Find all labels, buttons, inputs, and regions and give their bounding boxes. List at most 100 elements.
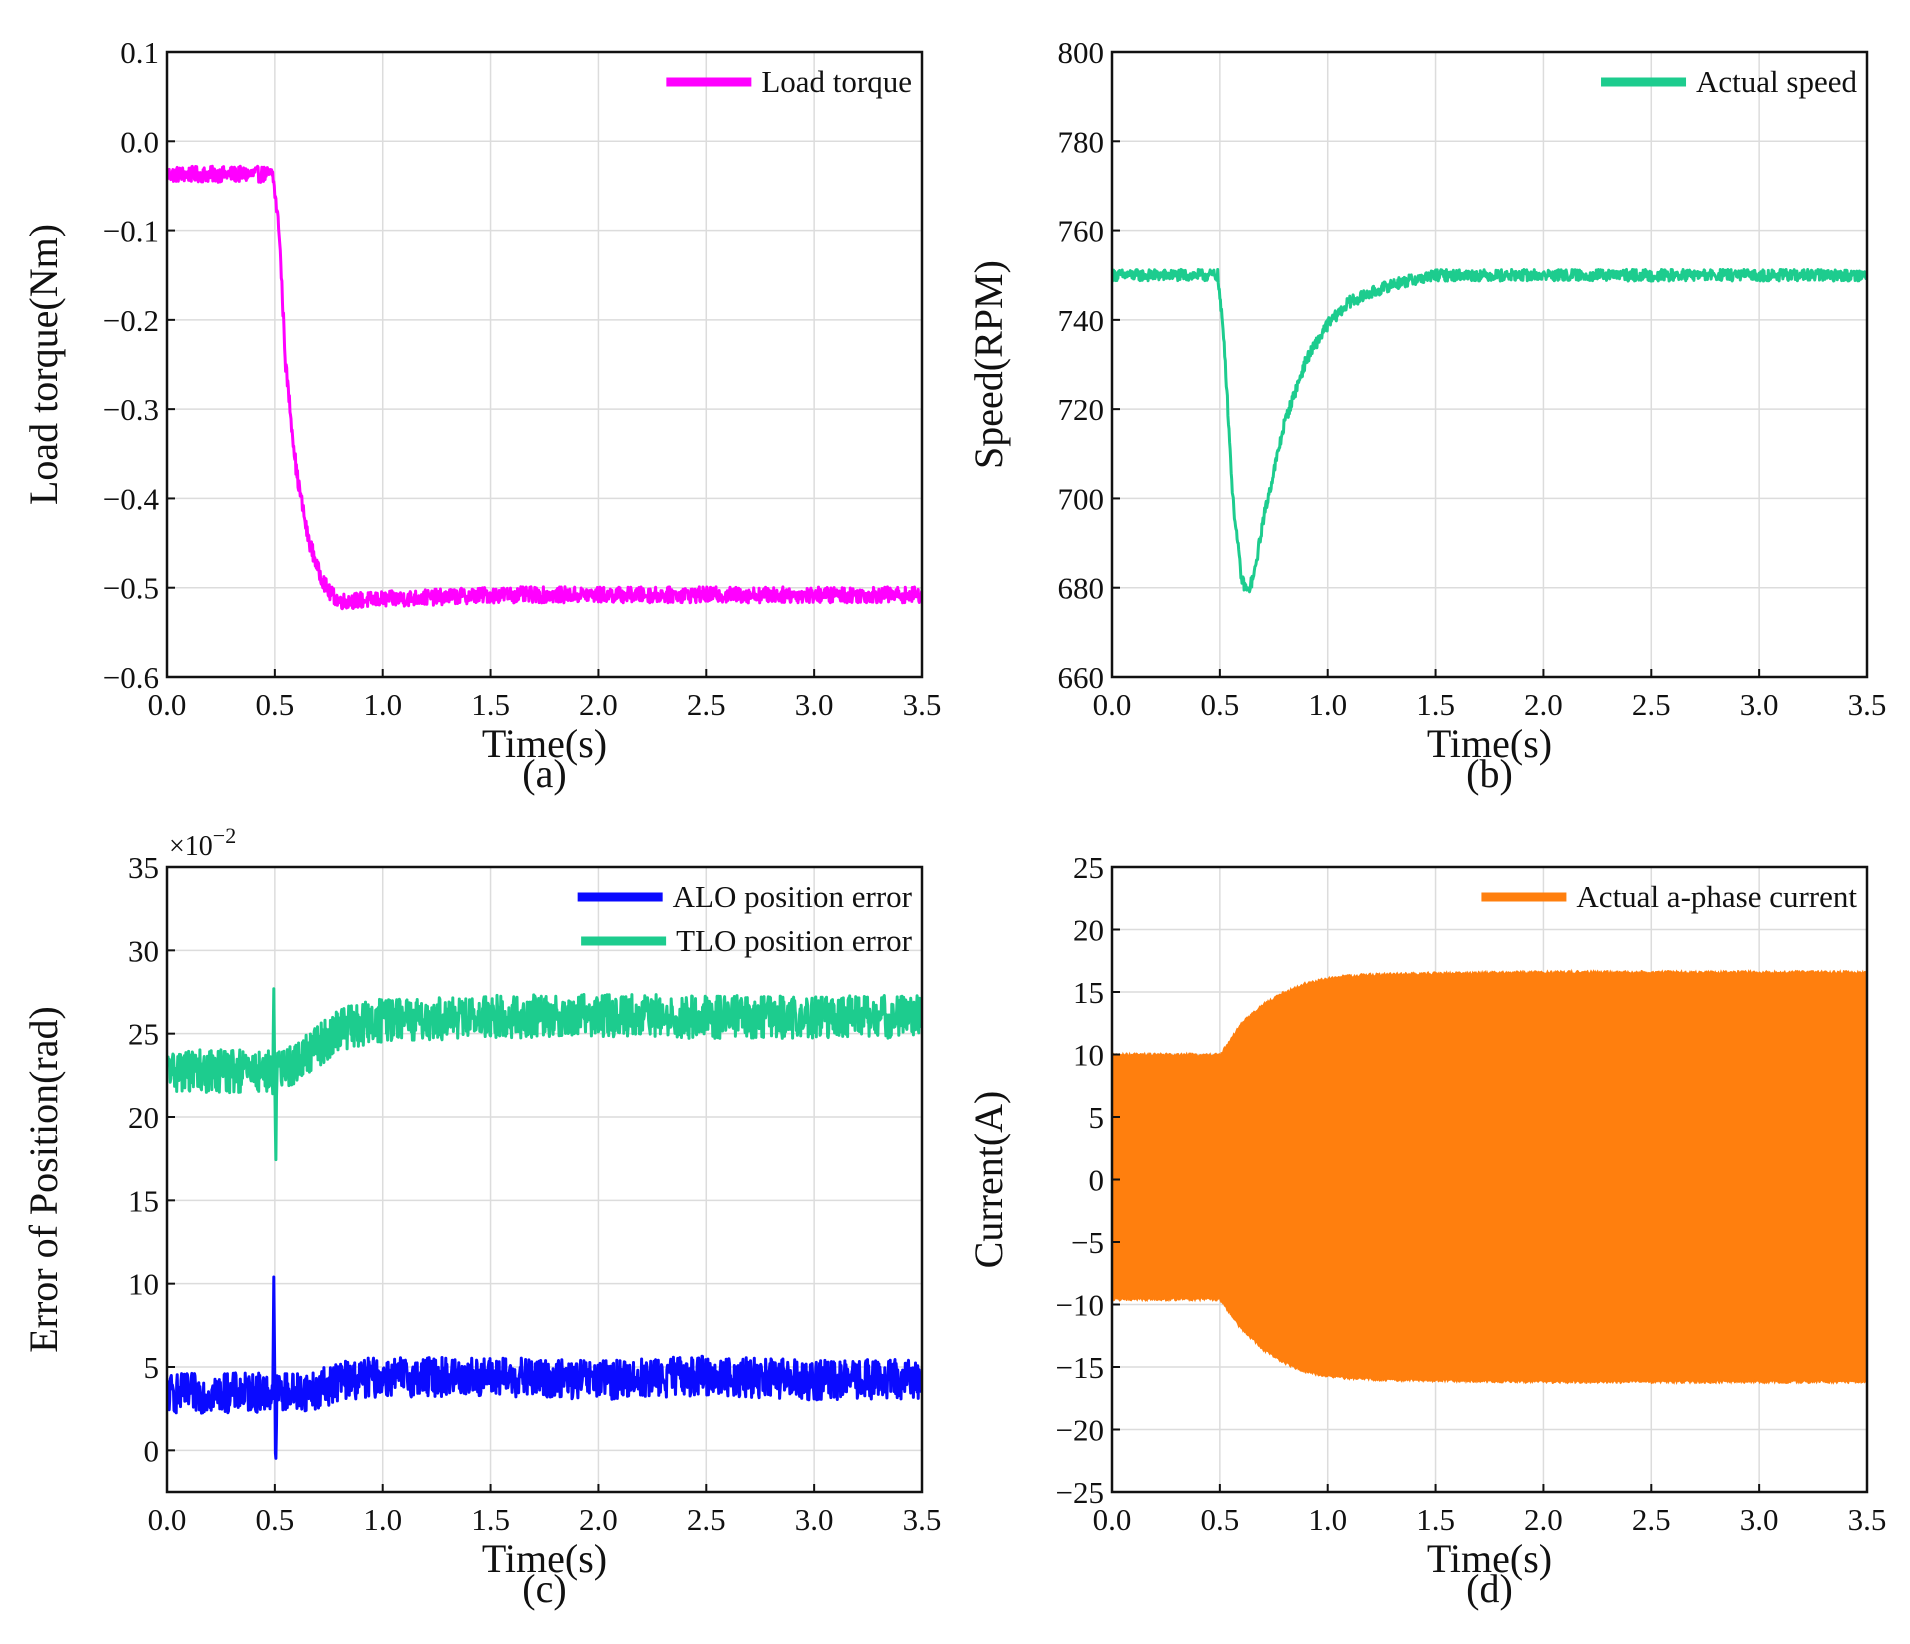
x-tick-label: 3.0 (795, 1502, 834, 1537)
y-tick-label: 10 (128, 1267, 159, 1302)
legend-label-0: Actual a-phase current (1576, 879, 1857, 914)
plot-area (167, 987, 922, 1460)
x-tick-label: 2.5 (1632, 1502, 1671, 1537)
x-tick-label: 1.0 (1308, 1502, 1347, 1537)
y-tick-label: 15 (128, 1183, 159, 1218)
plot-area (1112, 267, 1867, 594)
x-tick-label: 3.0 (1740, 1502, 1779, 1537)
y-tick-label: 0 (1089, 1163, 1105, 1198)
chart-panel-a: 0.0 0.5 1.0 1.5 2.0 2.5 3.0 3.5 −0.6 −0.5 −0.4 −0.3… (21, 35, 941, 796)
y-tick-label: −5 (1071, 1225, 1104, 1260)
y-tick-label: 10 (1073, 1038, 1104, 1073)
y-tick-label: 800 (1058, 35, 1105, 70)
plot-frame (1110, 50, 1869, 679)
x-axis-label: Time(s) (482, 1536, 607, 1581)
y-axis-label: Speed(RPM) (966, 260, 1011, 469)
y-tick-label: −25 (1056, 1475, 1104, 1510)
x-tick-label: 1.0 (363, 687, 402, 722)
x-tick-label: 1.0 (363, 1502, 402, 1537)
legend-label-0: Load torque (761, 64, 912, 99)
y-tick-label: 740 (1058, 303, 1105, 338)
chart-panel-d: 0.0 0.5 1.0 1.5 2.0 2.5 3.0 3.5 −25 −20 −15 −10 −5 0 5… (966, 850, 1886, 1611)
x-tick-label: 0.5 (1200, 1502, 1239, 1537)
chart-panel-b: 0.0 0.5 1.0 1.5 2.0 2.5 3.0 3.5 660 680 700 720 740 7… (966, 35, 1886, 796)
y-tick-label: −0.4 (103, 481, 160, 516)
x-axis-label: Time(s) (1427, 1536, 1552, 1581)
panel-caption: (b) (1466, 751, 1513, 796)
panel-caption: (a) (522, 751, 566, 796)
x-axis-label: Time(s) (482, 721, 607, 766)
y-axis-label: Current(A) (966, 1091, 1011, 1269)
y-tick-label: 5 (144, 1350, 160, 1385)
x-tick-label: 3.5 (903, 1502, 942, 1537)
legend-label-0: ALO position error (673, 879, 913, 914)
x-tick-label: 1.5 (1416, 687, 1455, 722)
y-tick-label: 720 (1058, 392, 1105, 427)
y-tick-label: 5 (1089, 1100, 1105, 1135)
y-tick-label: 780 (1058, 124, 1105, 159)
y-tick-label: 25 (128, 1017, 159, 1052)
y-tick-label: −0.6 (103, 660, 159, 695)
x-tick-label: 0.0 (148, 687, 187, 722)
y-tick-label: −0.2 (103, 303, 159, 338)
y-tick-label: −20 (1056, 1413, 1104, 1448)
legend-label-1: TLO position error (676, 923, 913, 958)
x-tick-label: 0.5 (255, 687, 294, 722)
plot-area (1112, 968, 1867, 1385)
x-tick-label: 2.0 (579, 1502, 618, 1537)
x-tick-label: 1.5 (471, 687, 510, 722)
y-axis-label: Error of Position(rad) (21, 1006, 66, 1353)
y-tick-label: 20 (1073, 913, 1104, 948)
x-tick-label: 2.5 (687, 1502, 726, 1537)
y-tick-label: 660 (1058, 660, 1105, 695)
legend: Actual speed (1601, 64, 1857, 99)
x-tick-label: 2.0 (1524, 1502, 1563, 1537)
x-tick-label: 0.5 (255, 1502, 294, 1537)
y-tick-label: 0 (144, 1433, 160, 1468)
y-tick-label: 0.0 (120, 124, 159, 159)
x-axis-label: Time(s) (1427, 721, 1552, 766)
x-tick-label: 0.0 (148, 1502, 187, 1537)
y-tick-label: 680 (1058, 571, 1105, 606)
y-tick-label: 0.1 (120, 35, 159, 70)
x-tick-label: 3.0 (1740, 687, 1779, 722)
series-line-0 (167, 164, 922, 611)
legend-label-0: Actual speed (1696, 64, 1857, 99)
x-tick-label: 2.5 (1632, 687, 1671, 722)
x-tick-label: 3.5 (1848, 687, 1887, 722)
x-tick-label: 3.0 (795, 687, 834, 722)
y-tick-label: 15 (1073, 975, 1104, 1010)
x-tick-label: 1.5 (471, 1502, 510, 1537)
plot-area (167, 164, 922, 611)
y-tick-label: 35 (128, 850, 159, 885)
y-tick-label: 25 (1073, 850, 1104, 885)
plot-frame (165, 865, 924, 1494)
y-tick-label: 30 (128, 933, 159, 968)
y-tick-label: −10 (1056, 1288, 1104, 1323)
x-tick-label: 3.5 (903, 687, 942, 722)
legend: ALO position error TLO position error (577, 879, 913, 958)
y-tick-label: −0.1 (103, 214, 159, 249)
y-scale-exponent: −2 (213, 823, 236, 848)
y-axis-label: Load torque(Nm) (21, 224, 66, 505)
x-tick-label: 2.5 (687, 687, 726, 722)
series-area-0 (1112, 968, 1867, 1385)
series-line-0 (1112, 267, 1867, 594)
x-tick-label: 0.0 (1093, 687, 1132, 722)
x-tick-label: 2.0 (1524, 687, 1563, 722)
y-tick-label: −15 (1056, 1350, 1104, 1385)
y-tick-label: 760 (1058, 214, 1105, 249)
x-tick-label: 0.0 (1093, 1502, 1132, 1537)
legend: Load torque (666, 64, 912, 99)
series-line-1 (167, 987, 922, 1162)
x-tick-label: 3.5 (1848, 1502, 1887, 1537)
panel-caption: (d) (1466, 1566, 1513, 1611)
plot-frame (165, 50, 924, 679)
panel-caption: (c) (522, 1566, 566, 1611)
legend: Actual a-phase current (1481, 879, 1857, 914)
x-tick-label: 0.5 (1200, 687, 1239, 722)
y-tick-label: −0.5 (103, 571, 159, 606)
x-tick-label: 2.0 (579, 687, 618, 722)
x-tick-label: 1.0 (1308, 687, 1347, 722)
